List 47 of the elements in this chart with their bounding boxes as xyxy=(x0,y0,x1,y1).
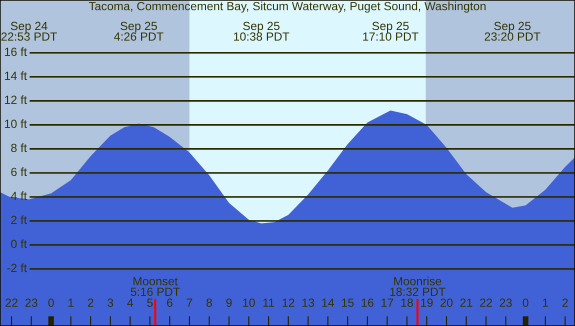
y-tick-label: 14 ft xyxy=(4,71,27,80)
y-tick-label: -2 ft xyxy=(7,263,27,272)
chart-title: Tacoma, Commencement Bay, Sitcum Waterway, Puget Sound, Washington xyxy=(88,2,486,13)
x2-tick-label: Sep 25 4:26 PDT xyxy=(114,22,164,41)
x-tick-label: 0 xyxy=(522,298,528,307)
x-tick-label: 5 xyxy=(147,298,153,307)
x-tick-label: 19 xyxy=(421,298,433,307)
x2-tick-label: Sep 24 22:53 PDT xyxy=(1,22,57,41)
x-tick-label: 22 xyxy=(6,298,18,307)
x-tick-label: 20 xyxy=(440,298,453,307)
y-tick-label: 8 ft xyxy=(11,143,27,152)
x2-tick-label: Sep 25 17:10 PDT xyxy=(363,22,418,41)
x-tick-label: 17 xyxy=(382,298,394,307)
y-tick-label: 12 ft xyxy=(4,95,27,104)
x-tick-label: 1 xyxy=(542,298,548,307)
ref-line-label: Moonrise 18:32 PDT xyxy=(390,276,446,296)
x-tick-label: 23 xyxy=(500,298,512,307)
x-tick-label: 16 xyxy=(362,298,374,307)
x-tick-label: 2 xyxy=(562,298,568,307)
x-tick-label: 4 xyxy=(127,298,134,307)
x-tick-label: 8 xyxy=(206,298,212,307)
y-tick-label: 2 ft xyxy=(11,215,27,224)
x-tick-label: 14 xyxy=(322,298,334,307)
y-tick-label: 10 ft xyxy=(4,119,27,128)
x-tick-label: 22 xyxy=(480,298,492,307)
x-tick-label: 1 xyxy=(68,298,74,307)
x-tick-label: 2 xyxy=(88,298,94,307)
y-tick-label: 0 ft xyxy=(11,239,27,248)
x2-tick-label: Sep 25 10:38 PDT xyxy=(234,22,290,41)
x-tick-label: 9 xyxy=(226,298,232,307)
x-tick-label: 3 xyxy=(108,298,114,307)
x-tick-label: 13 xyxy=(302,298,314,307)
x-tick-label: 10 xyxy=(243,298,255,307)
x-tick-label: 12 xyxy=(282,298,294,307)
x-tick-label: 15 xyxy=(342,298,354,307)
y-tick-label: 16 ft xyxy=(4,47,27,56)
x-tick-label: 11 xyxy=(263,298,274,307)
y-tick-label: 6 ft xyxy=(11,167,27,176)
x-tick-label: 18 xyxy=(401,298,413,307)
x-tick-label: 23 xyxy=(25,298,38,307)
x2-tick-label: Sep 25 23:20 PDT xyxy=(484,22,540,41)
x-tick-label: 21 xyxy=(460,298,472,307)
x-tick-label: 7 xyxy=(186,298,192,307)
x-tick-label: 0 xyxy=(48,298,54,307)
x-tick-label: 6 xyxy=(167,298,172,307)
ref-line-label: Moonset 5:16 PDT xyxy=(130,277,180,296)
y-tick-label: 4 ft xyxy=(10,191,27,200)
